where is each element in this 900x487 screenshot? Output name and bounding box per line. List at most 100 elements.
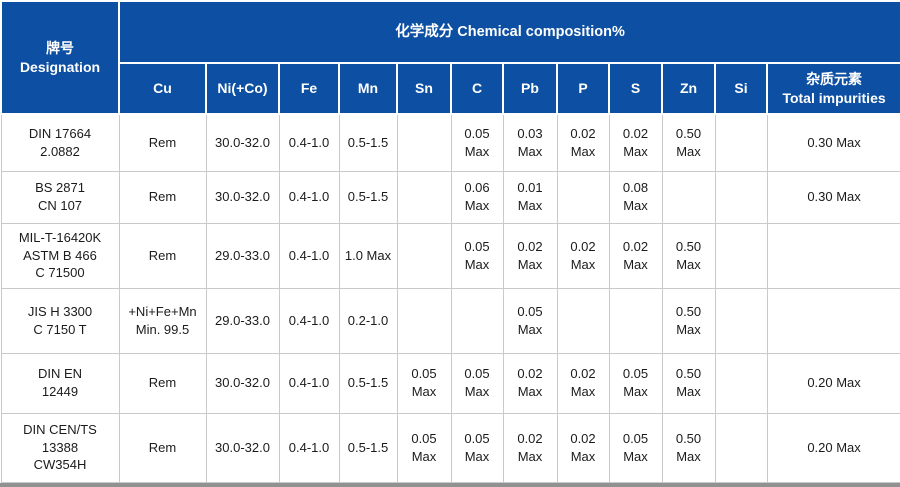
cell-mn: 0.2-1.0 xyxy=(338,287,398,354)
cell-ni: 30.0-32.0 xyxy=(205,170,280,224)
cell-si xyxy=(714,222,768,289)
cell-si xyxy=(714,412,768,483)
cell-ni: 30.0-32.0 xyxy=(205,352,280,414)
cell-pb: 0.01 Max xyxy=(502,170,558,224)
col-header-mn: Mn xyxy=(338,62,398,115)
cell-p xyxy=(556,287,610,354)
cell-sn xyxy=(396,113,452,172)
cell-zn: 0.50 Max xyxy=(661,287,716,354)
cell-ni: 29.0-33.0 xyxy=(205,287,280,354)
cell-c: 0.05 Max xyxy=(450,352,504,414)
cell-cu: Rem xyxy=(118,412,207,483)
cell-c: 0.05 Max xyxy=(450,113,504,172)
cell-sn xyxy=(396,170,452,224)
col-header-p: P xyxy=(556,62,610,115)
col-header-cu: Cu xyxy=(118,62,207,115)
header-designation: 牌号 Designation xyxy=(0,0,120,115)
cell-zn: 0.50 Max xyxy=(661,113,716,172)
cell-sn xyxy=(396,287,452,354)
cell-mn: 0.5-1.5 xyxy=(338,352,398,414)
cell-total-impurities: 0.30 Max xyxy=(766,170,900,224)
col-header-fe: Fe xyxy=(278,62,340,115)
cell-c: 0.05 Max xyxy=(450,412,504,483)
cell-c: 0.06 Max xyxy=(450,170,504,224)
cell-fe: 0.4-1.0 xyxy=(278,352,340,414)
cell-pb: 0.02 Max xyxy=(502,222,558,289)
col-header-total-impurities: 杂质元素 Total impurities xyxy=(765,62,900,115)
designation-cell: MIL-T-16420K ASTM B 466 C 71500 xyxy=(0,222,120,289)
cell-p: 0.02 Max xyxy=(556,352,610,414)
cell-total-impurities xyxy=(766,222,900,289)
designation-cell: DIN 17664 2.0882 xyxy=(0,113,120,172)
cell-c xyxy=(450,287,504,354)
cell-sn: 0.05 Max xyxy=(396,352,452,414)
cell-total-impurities: 0.20 Max xyxy=(766,412,900,483)
table-row: BS 2871 CN 107 Rem 30.0-32.0 0.4-1.0 0.5… xyxy=(0,170,900,224)
cell-s: 0.05 Max xyxy=(608,352,663,414)
cell-p: 0.02 Max xyxy=(556,412,610,483)
designation-cell: DIN CEN/TS 13388 CW354H xyxy=(0,412,120,483)
col-header-c: C xyxy=(450,62,504,115)
cell-fe: 0.4-1.0 xyxy=(278,287,340,354)
cell-p: 0.02 Max xyxy=(556,222,610,289)
header-composition-title: 化学成分 Chemical composition% xyxy=(117,0,900,64)
cell-ni: 30.0-32.0 xyxy=(205,412,280,483)
cell-p xyxy=(556,170,610,224)
cell-pb: 0.02 Max xyxy=(502,412,558,483)
cell-mn: 0.5-1.5 xyxy=(338,412,398,483)
cell-mn: 0.5-1.5 xyxy=(338,170,398,224)
cell-mn: 1.0 Max xyxy=(338,222,398,289)
cell-total-impurities: 0.20 Max xyxy=(766,352,900,414)
cell-cu: Rem xyxy=(118,170,207,224)
cell-s: 0.02 Max xyxy=(608,222,663,289)
cell-cu: +Ni+Fe+Mn Min. 99.5 xyxy=(118,287,207,354)
cell-fe: 0.4-1.0 xyxy=(278,222,340,289)
designation-cell: JIS H 3300 C 7150 T xyxy=(0,287,120,354)
col-header-s: S xyxy=(608,62,663,115)
col-header-ni-co: Ni(+Co) xyxy=(205,62,280,115)
cell-si xyxy=(714,113,768,172)
cell-s: 0.08 Max xyxy=(608,170,663,224)
cell-zn xyxy=(661,170,716,224)
cell-pb: 0.03 Max xyxy=(502,113,558,172)
cell-ni: 30.0-32.0 xyxy=(205,113,280,172)
cell-zn: 0.50 Max xyxy=(661,222,716,289)
table-body: DIN 17664 2.0882 Rem 30.0-32.0 0.4-1.0 0… xyxy=(0,113,900,483)
cell-fe: 0.4-1.0 xyxy=(278,412,340,483)
cell-s: 0.02 Max xyxy=(608,113,663,172)
col-header-si: Si xyxy=(714,62,768,115)
cell-p: 0.02 Max xyxy=(556,113,610,172)
col-header-sn: Sn xyxy=(396,62,452,115)
cell-cu: Rem xyxy=(118,222,207,289)
cell-zn: 0.50 Max xyxy=(661,412,716,483)
cell-fe: 0.4-1.0 xyxy=(278,113,340,172)
cell-total-impurities: 0.30 Max xyxy=(766,113,900,172)
cell-total-impurities xyxy=(766,287,900,354)
cell-sn: 0.05 Max xyxy=(396,412,452,483)
designation-cell: BS 2871 CN 107 xyxy=(0,170,120,224)
table-header: 牌号 Designation 化学成分 Chemical composition… xyxy=(0,0,900,115)
table-row: DIN CEN/TS 13388 CW354H Rem 30.0-32.0 0.… xyxy=(0,412,900,483)
cell-cu: Rem xyxy=(118,352,207,414)
cell-pb: 0.02 Max xyxy=(502,352,558,414)
cell-ni: 29.0-33.0 xyxy=(205,222,280,289)
cell-cu: Rem xyxy=(118,113,207,172)
cell-sn xyxy=(396,222,452,289)
cell-mn: 0.5-1.5 xyxy=(338,113,398,172)
designation-cell: DIN EN 12449 xyxy=(0,352,120,414)
col-header-zn: Zn xyxy=(661,62,716,115)
cell-si xyxy=(714,352,768,414)
table-row: DIN 17664 2.0882 Rem 30.0-32.0 0.4-1.0 0… xyxy=(0,113,900,172)
table-row: MIL-T-16420K ASTM B 466 C 71500 Rem 29.0… xyxy=(0,222,900,289)
table-row: JIS H 3300 C 7150 T +Ni+Fe+Mn Min. 99.5 … xyxy=(0,287,900,354)
cell-s xyxy=(608,287,663,354)
cell-si xyxy=(714,287,768,354)
cell-s: 0.05 Max xyxy=(608,412,663,483)
cell-fe: 0.4-1.0 xyxy=(278,170,340,224)
cell-zn: 0.50 Max xyxy=(661,352,716,414)
col-header-pb: Pb xyxy=(502,62,558,115)
cell-si xyxy=(714,170,768,224)
cell-c: 0.05 Max xyxy=(450,222,504,289)
